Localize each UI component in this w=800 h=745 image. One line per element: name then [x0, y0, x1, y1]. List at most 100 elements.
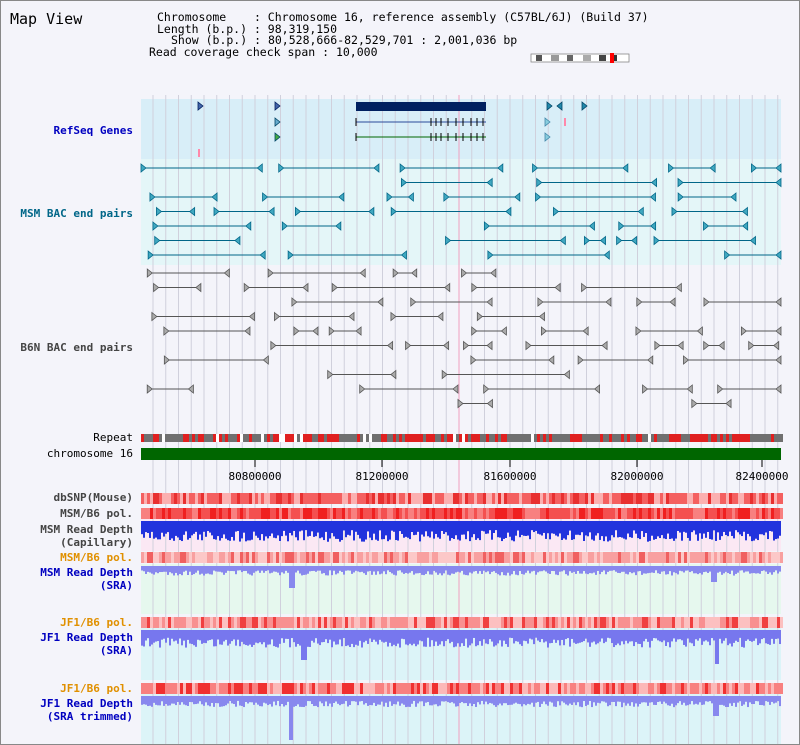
polymorphism-mark [726, 683, 729, 694]
read-depth-bar [145, 566, 147, 574]
read-depth-bar [441, 696, 443, 702]
read-depth-bar [733, 566, 735, 576]
polymorphism-mark [240, 552, 243, 563]
polymorphism-mark [636, 552, 639, 563]
repeat-mark [432, 434, 435, 442]
polymorphism-mark [414, 493, 417, 504]
msm-bac-label[interactable]: MSM BAC end pairs [20, 207, 133, 220]
jf1-pol-label[interactable]: JF1/B6 pol. [60, 616, 133, 629]
polymorphism-mark [561, 493, 564, 504]
polymorphism-mark [558, 493, 561, 504]
polymorphism-mark [321, 493, 324, 504]
repeat-mark [282, 434, 285, 442]
refseq-genes-label[interactable]: RefSeq Genes [53, 124, 133, 137]
axis-tick-label: 81600000 [483, 470, 537, 483]
read-depth-bar [325, 696, 327, 702]
polymorphism-mark [675, 617, 678, 628]
read-depth-bar [681, 566, 683, 572]
jf1-sra-label-2[interactable]: (SRA) [99, 644, 133, 657]
polymorphism-mark [372, 683, 375, 694]
read-depth-bar [457, 566, 459, 572]
read-depth-bar [259, 696, 261, 707]
polymorphism-mark [648, 493, 651, 504]
repeat-mark [612, 434, 615, 442]
msm-pol2-label[interactable]: MSM/B6 pol. [60, 551, 133, 564]
polymorphism-mark [687, 508, 690, 519]
read-depth-bar [347, 696, 349, 707]
msm-cap-label-2[interactable]: (Capillary) [60, 536, 133, 549]
read-depth-bar [341, 566, 343, 572]
read-depth-bar [615, 630, 617, 646]
polymorphism-mark [198, 683, 201, 694]
read-depth-bar [171, 630, 173, 639]
read-depth-bar [141, 566, 143, 571]
read-depth-bar [487, 566, 489, 572]
read-depth-bar [281, 566, 283, 573]
read-depth-bar [567, 630, 569, 639]
polymorphism-mark [768, 552, 771, 563]
read-depth-bar [521, 521, 523, 535]
read-depth-bar [241, 696, 243, 706]
msm-sra-label-2[interactable]: (SRA) [99, 579, 133, 592]
read-depth-bar [221, 521, 223, 539]
read-depth-bar [145, 696, 147, 705]
read-depth-bar [567, 521, 569, 536]
polymorphism-mark [690, 508, 693, 519]
read-depth-bar [607, 696, 609, 707]
polymorphism-mark [717, 493, 720, 504]
read-depth-bar [155, 696, 157, 705]
read-depth-bar [535, 566, 537, 575]
read-depth-bar [397, 696, 399, 702]
polymorphism-mark [621, 683, 624, 694]
repeat-mark [360, 434, 363, 442]
jf1-pol2-label[interactable]: JF1/B6 pol. [60, 682, 133, 695]
repeat-mark [753, 434, 756, 442]
msm-cap-label-1[interactable]: MSM Read Depth [40, 523, 133, 536]
read-depth-bar [175, 521, 177, 536]
repeat-mark [570, 434, 573, 442]
repeat-mark [621, 434, 624, 442]
read-depth-bar [655, 521, 657, 540]
read-depth-bar [431, 696, 433, 706]
bac-end-marker [407, 192, 414, 202]
msm-sra-label-1[interactable]: MSM Read Depth [40, 566, 133, 579]
repeat-mark [465, 434, 468, 442]
polymorphism-mark [456, 617, 459, 628]
repeat-mark [561, 434, 564, 442]
read-depth-bar [771, 566, 773, 575]
read-depth-bar [377, 521, 379, 541]
read-depth-bar [303, 521, 305, 541]
read-depth-bar [177, 696, 179, 703]
read-depth-bar [533, 566, 535, 571]
jf1-trim-label-1[interactable]: JF1 Read Depth [40, 697, 133, 710]
read-depth-bar [247, 696, 249, 704]
read-depth-bar [581, 696, 583, 708]
read-depth-bar [531, 696, 533, 703]
polymorphism-mark [693, 508, 696, 519]
dbsnp-label[interactable]: dbSNP(Mouse) [53, 491, 133, 504]
polymorphism-mark [588, 683, 591, 694]
ideogram-band [567, 55, 573, 61]
polymorphism-mark [144, 617, 147, 628]
polymorphism-mark [546, 617, 549, 628]
jf1-trim-label-2[interactable]: (SRA trimmed) [46, 710, 133, 723]
gene-block [356, 102, 486, 111]
b6n-bac-label[interactable]: B6N BAC end pairs [20, 341, 133, 354]
polymorphism-mark [204, 683, 207, 694]
polymorphism-mark [702, 683, 705, 694]
read-depth-bar [657, 696, 659, 702]
msm-pol-label[interactable]: MSM/B6 pol. [60, 507, 133, 520]
polymorphism-mark [264, 683, 267, 694]
read-depth-bar [311, 696, 313, 704]
polymorphism-mark [195, 617, 198, 628]
read-depth-bar [295, 521, 297, 538]
read-depth-bar [679, 521, 681, 533]
jf1-sra-label-1[interactable]: JF1 Read Depth [40, 631, 133, 644]
read-depth-bar [581, 521, 583, 533]
polymorphism-mark [477, 552, 480, 563]
read-depth-bar [469, 521, 471, 542]
polymorphism-mark [300, 493, 303, 504]
read-depth-bar [379, 696, 381, 705]
polymorphism-mark [588, 552, 591, 563]
